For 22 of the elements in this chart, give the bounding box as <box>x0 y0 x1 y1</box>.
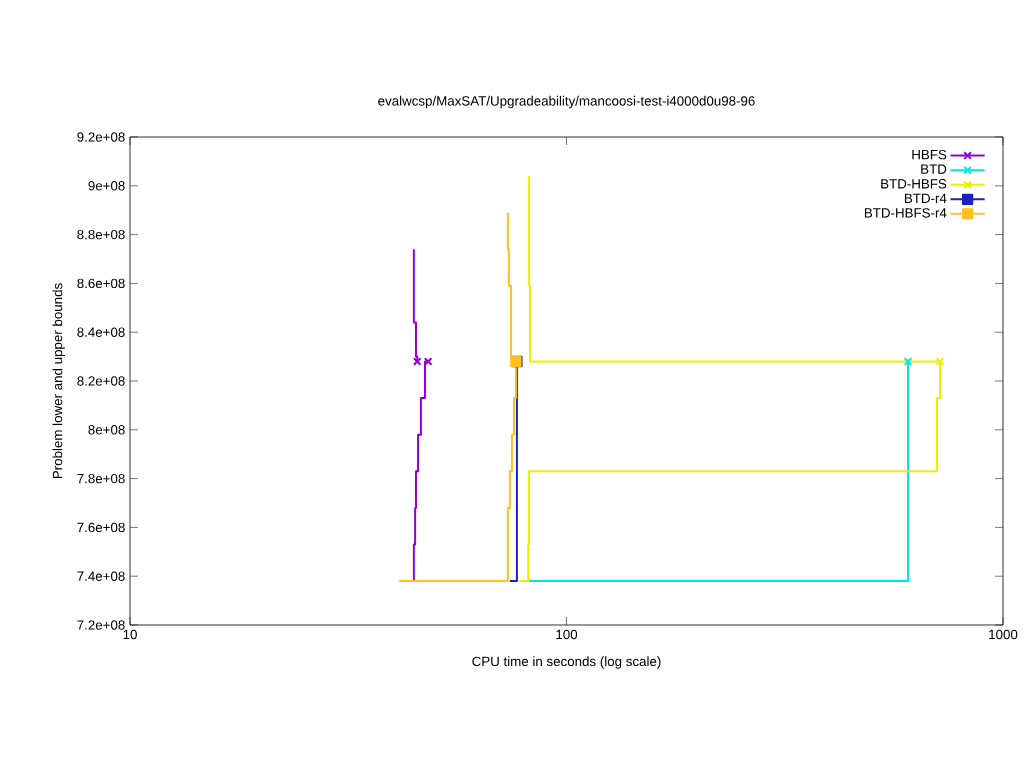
y-tick-label: 8.6e+08 <box>77 278 125 289</box>
y-tick-label: 8e+08 <box>88 425 125 435</box>
y-axis-title: Problem lower and upper bounds <box>52 283 65 479</box>
y-tick-label: 7.4e+08 <box>77 571 125 581</box>
x-axis-title: CPU time in seconds (log scale) <box>472 656 661 669</box>
x-tick-label: 100 <box>556 629 578 640</box>
y-tick-label: 8.4e+08 <box>77 327 125 337</box>
legend-label: BTD-HBFS <box>881 179 947 189</box>
y-tick-label: 8.8e+08 <box>77 229 125 240</box>
y-tick-label: 9e+08 <box>88 181 125 191</box>
chart-title: evalwcsp/MaxSAT/Upgradeability/mancoosi-test-i4000d0u98-96 <box>378 95 755 109</box>
legend-label: BTD-HBFS-r4 <box>864 208 947 218</box>
legend-label: HBFS <box>912 149 947 160</box>
y-tick-label: 7.6e+08 <box>77 522 125 533</box>
y-tick-label: 8.2e+08 <box>77 376 125 386</box>
legend-label: BTD <box>921 164 947 174</box>
x-tick-label: 10 <box>123 629 137 640</box>
x-tick-label: 1000 <box>989 629 1018 640</box>
y-tick-label: 7.8e+08 <box>77 473 125 484</box>
y-tick-label: 9.2e+08 <box>77 132 125 142</box>
legend-label: BTD-r4 <box>904 193 947 203</box>
y-tick-label: 7.2e+08 <box>77 620 125 630</box>
